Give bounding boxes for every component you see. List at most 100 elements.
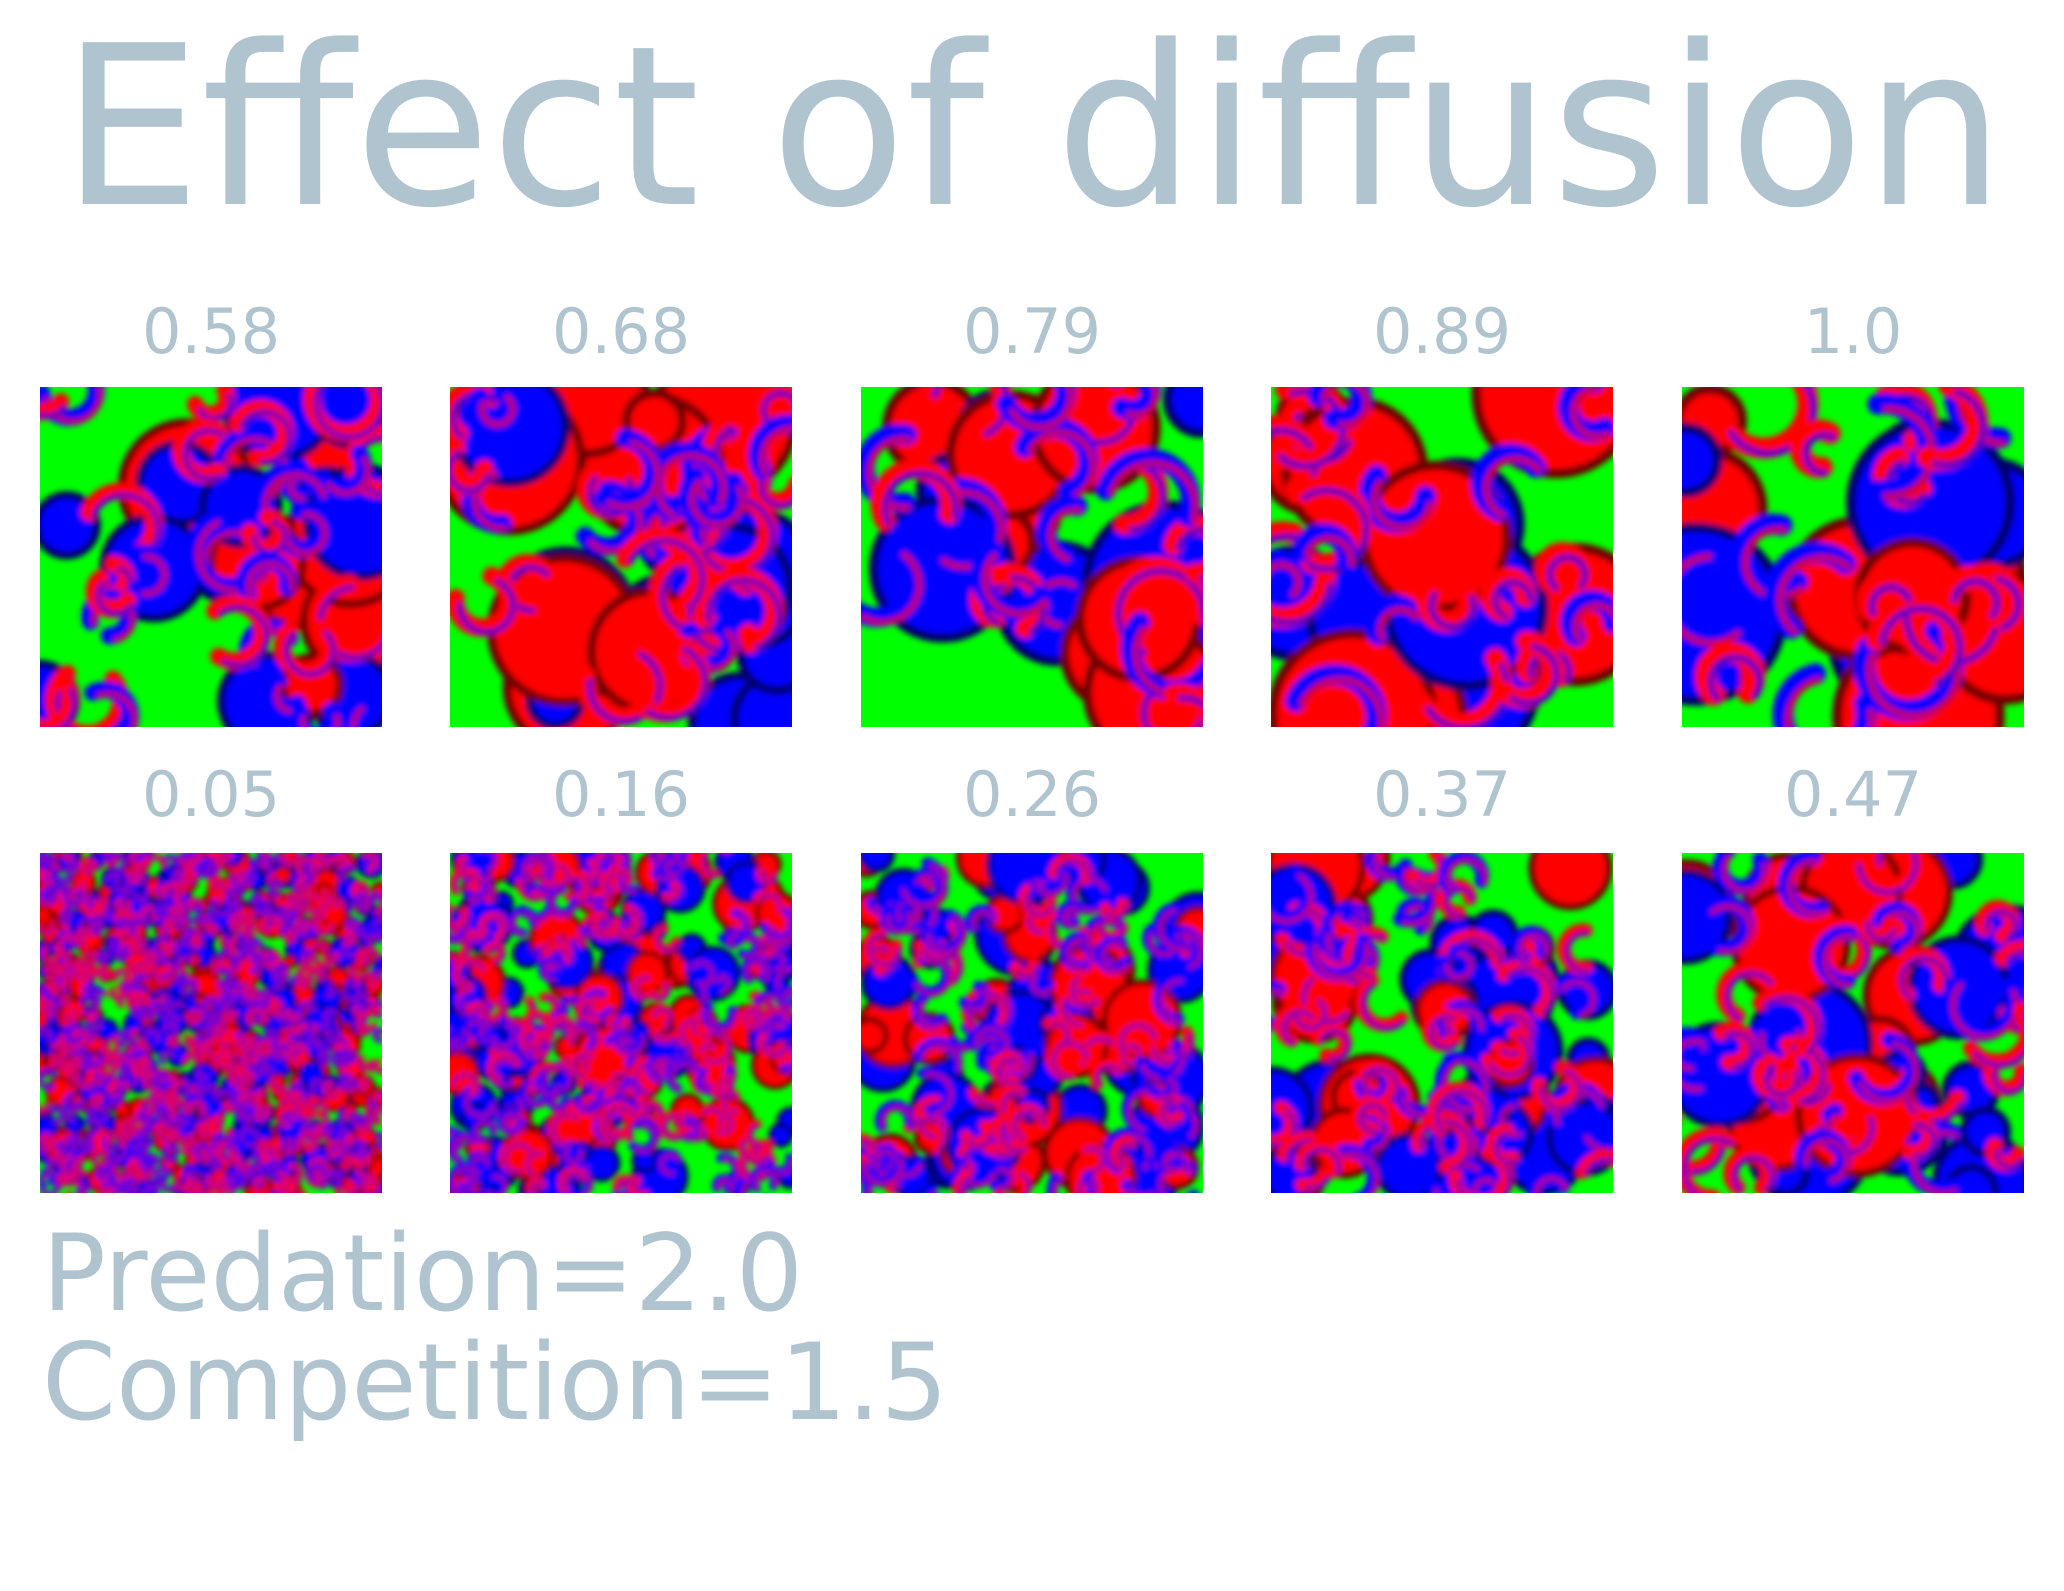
spiral-edge	[1930, 387, 1987, 468]
spiral-arm	[1076, 1140, 1107, 1175]
spiral-edge	[1584, 1135, 1613, 1153]
spiral-edge	[1878, 605, 1963, 687]
spiral-arm	[467, 1150, 490, 1170]
panel-label: 0.68	[552, 295, 690, 368]
spiral-edge	[545, 1066, 572, 1092]
spiral-edge	[219, 998, 231, 1011]
spiral-edge	[121, 1181, 138, 1193]
spiral-edge	[132, 853, 148, 868]
spiral-edge	[1377, 606, 1420, 642]
spiral-edge	[301, 1133, 319, 1151]
spiral-edge	[1950, 578, 2000, 620]
spiral-edge	[170, 1037, 180, 1046]
spiral-edge	[1992, 1062, 2024, 1095]
spiral-arm	[717, 1089, 741, 1115]
spiral-arm	[139, 1125, 152, 1137]
spiral-edge	[457, 961, 486, 991]
spiral-edge	[1560, 980, 1596, 1018]
spiral-arm	[1095, 448, 1201, 527]
spiral-arm	[919, 387, 1012, 440]
spiral-edge	[1785, 676, 1875, 727]
spiral-arm	[1271, 521, 1336, 628]
spiral-edge	[552, 1113, 580, 1145]
pattern	[1682, 387, 2024, 727]
spiral-edge	[526, 1152, 544, 1177]
spiral-edge	[144, 953, 158, 966]
spiral-edge	[753, 1170, 778, 1191]
spiral-edge	[60, 1139, 76, 1155]
spiral-edge	[960, 1163, 996, 1187]
spiral-edge	[146, 1077, 157, 1090]
spiral-edge	[237, 1111, 249, 1122]
spiral-edge	[190, 1103, 206, 1114]
spiral-edge	[334, 901, 344, 909]
spiral-arm	[93, 853, 109, 864]
spiral-edge	[451, 1073, 480, 1095]
spiral-edge	[189, 900, 203, 909]
spiral-edge	[365, 854, 379, 872]
spiral-edge	[450, 1028, 470, 1051]
spiral-edge	[1361, 1066, 1400, 1104]
spiral-edge	[1424, 661, 1510, 727]
spiral-edge	[1281, 1010, 1315, 1046]
spiral-edge	[131, 997, 141, 1008]
spiral-edge	[373, 969, 382, 978]
spiral-edge	[605, 439, 661, 510]
spiral-edge	[939, 489, 1005, 570]
spiral-edge	[148, 1007, 160, 1017]
spiral-edge	[1518, 933, 1549, 963]
spiral-edge	[95, 580, 134, 617]
spiral-edge	[222, 938, 237, 948]
spiral-edge	[165, 948, 172, 957]
spiral-arm	[1901, 1113, 1938, 1161]
spiral-arm	[1056, 900, 1082, 930]
spiral-edge	[1994, 1148, 2024, 1170]
spiral-edge	[46, 967, 59, 981]
spiral-edge	[40, 922, 55, 935]
spiral-edge	[605, 1082, 619, 1098]
spiral-edge	[237, 1159, 250, 1170]
spiral-edge	[479, 393, 516, 428]
spiral-arm	[736, 932, 762, 960]
spiral-edge	[40, 1104, 50, 1114]
spiral-edge	[1018, 1171, 1031, 1193]
blob	[861, 1016, 889, 1055]
spiral-edge	[467, 1020, 485, 1038]
spiral-edge	[573, 1053, 594, 1078]
spiral-arm	[105, 853, 121, 868]
spiral-edge	[663, 1115, 687, 1140]
spiral-edge	[1899, 955, 1949, 1001]
blob	[768, 1122, 792, 1148]
spiral-edge	[456, 577, 516, 635]
spiral-edge	[313, 387, 382, 440]
spiral-edge	[1570, 387, 1612, 440]
spiral-edge	[122, 1038, 136, 1048]
spiral-edge	[1865, 921, 1898, 942]
spiral-edge	[139, 1010, 147, 1020]
spiral-edge	[234, 958, 242, 968]
pattern	[861, 853, 1203, 1193]
spiral-edge	[1351, 934, 1386, 980]
spiral-edge	[216, 854, 227, 866]
spiral-arm	[1163, 515, 1203, 584]
spiral-edge	[918, 999, 947, 1029]
spiral-edge	[1762, 995, 1820, 1056]
spiral-edge	[291, 1046, 309, 1065]
spiral-edge	[543, 962, 562, 982]
spiral-edge	[251, 518, 288, 556]
spiral-arm	[576, 463, 638, 520]
spiral-edge	[40, 1006, 50, 1018]
spiral-edge	[330, 1172, 342, 1185]
spiral-edge	[213, 963, 223, 975]
annotation: Predation=2.0	[42, 1212, 803, 1335]
spiral-arm	[128, 544, 170, 599]
spiral-arm	[1772, 663, 1877, 727]
spiral-edge	[269, 1165, 280, 1177]
spiral-edge	[702, 1032, 731, 1064]
spiral-edge	[287, 934, 296, 944]
spiral-edge	[1428, 590, 1477, 630]
spiral-edge	[103, 1063, 116, 1077]
spiral-edge	[1030, 974, 1053, 996]
spiral-edge	[1271, 533, 1334, 626]
pattern-panel	[450, 387, 792, 727]
